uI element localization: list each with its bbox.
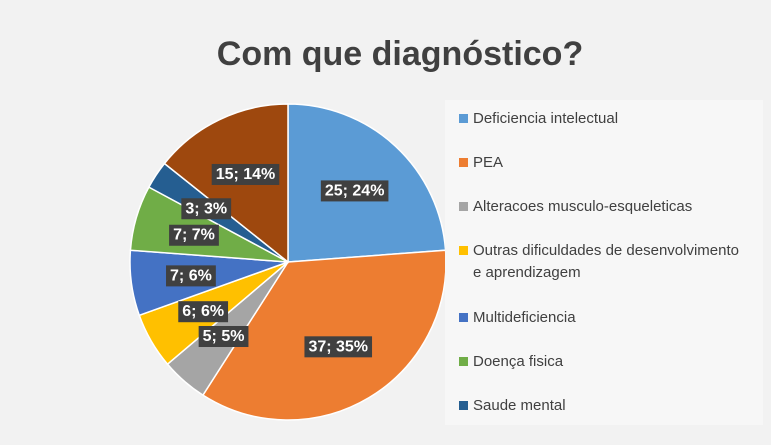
data-label: 37; 35% (304, 336, 373, 358)
data-label-box (169, 224, 219, 246)
legend-label: Saude mental (473, 396, 566, 414)
legend-swatch (459, 202, 468, 212)
legend-label: Doença fisica (473, 352, 564, 370)
legend: Deficiencia intelectual PEA Alteracoes mus… (445, 100, 763, 425)
legend-swatch (459, 356, 468, 366)
legend-swatch (459, 158, 468, 168)
data-label-text: 3; 3% (185, 200, 227, 217)
data-label-text: 15; 14% (216, 166, 276, 183)
data-label-box (166, 265, 216, 287)
data-label-box (320, 180, 389, 202)
data-label: 7; 7% (169, 224, 219, 246)
legend-entry: Saude mental (459, 395, 749, 417)
data-label-box (178, 301, 229, 323)
data-label: 7; 6% (166, 265, 216, 287)
data-label: 5; 5% (198, 325, 249, 348)
legend-label: PEA (473, 154, 504, 172)
legend-entry: Multideficiencia (459, 307, 749, 329)
data-label: 6; 6% (178, 301, 229, 323)
data-label-text: 6; 6% (182, 303, 224, 320)
data-label-text: 7; 7% (173, 227, 215, 244)
data-label: 15; 14% (211, 163, 280, 185)
legend-entry: Doença fisica (459, 351, 749, 373)
legend-swatch (459, 400, 468, 410)
legend-swatch (459, 312, 468, 322)
data-label-box (211, 163, 280, 185)
legend-label: Deficiencia intelectual (473, 110, 619, 127)
legend-entry: Deficiencia intelectual (459, 108, 749, 130)
data-label: 3; 3% (181, 198, 232, 220)
legend-swatch (459, 114, 468, 123)
data-label: 25; 24% (320, 180, 389, 202)
data-label-box (198, 325, 249, 348)
legend-label: Multideficiencia (473, 308, 576, 326)
legend-label: Alteracoes musculo-esqueleticas (473, 198, 693, 216)
pie-slice (201, 249, 447, 421)
data-label-text: 25; 24% (325, 182, 385, 199)
chart-title: Com que diagnóstico? (217, 35, 583, 73)
legend-swatch (459, 246, 468, 256)
legend-entry: Outras dificuldades de desenvolvimento e… (459, 240, 749, 284)
legend-label: Outras dificuldades de desenvolvimento e… (473, 242, 739, 282)
legend-entry: Alteracoes musculo-esqueleticas (459, 196, 749, 218)
data-label-box (304, 336, 373, 358)
data-label-text: 37; 35% (308, 338, 368, 355)
data-label-text: 7; 6% (170, 267, 212, 284)
data-label-box (181, 198, 232, 220)
data-label-text: 5; 5% (203, 328, 245, 345)
legend-entry: PEA (459, 152, 749, 174)
